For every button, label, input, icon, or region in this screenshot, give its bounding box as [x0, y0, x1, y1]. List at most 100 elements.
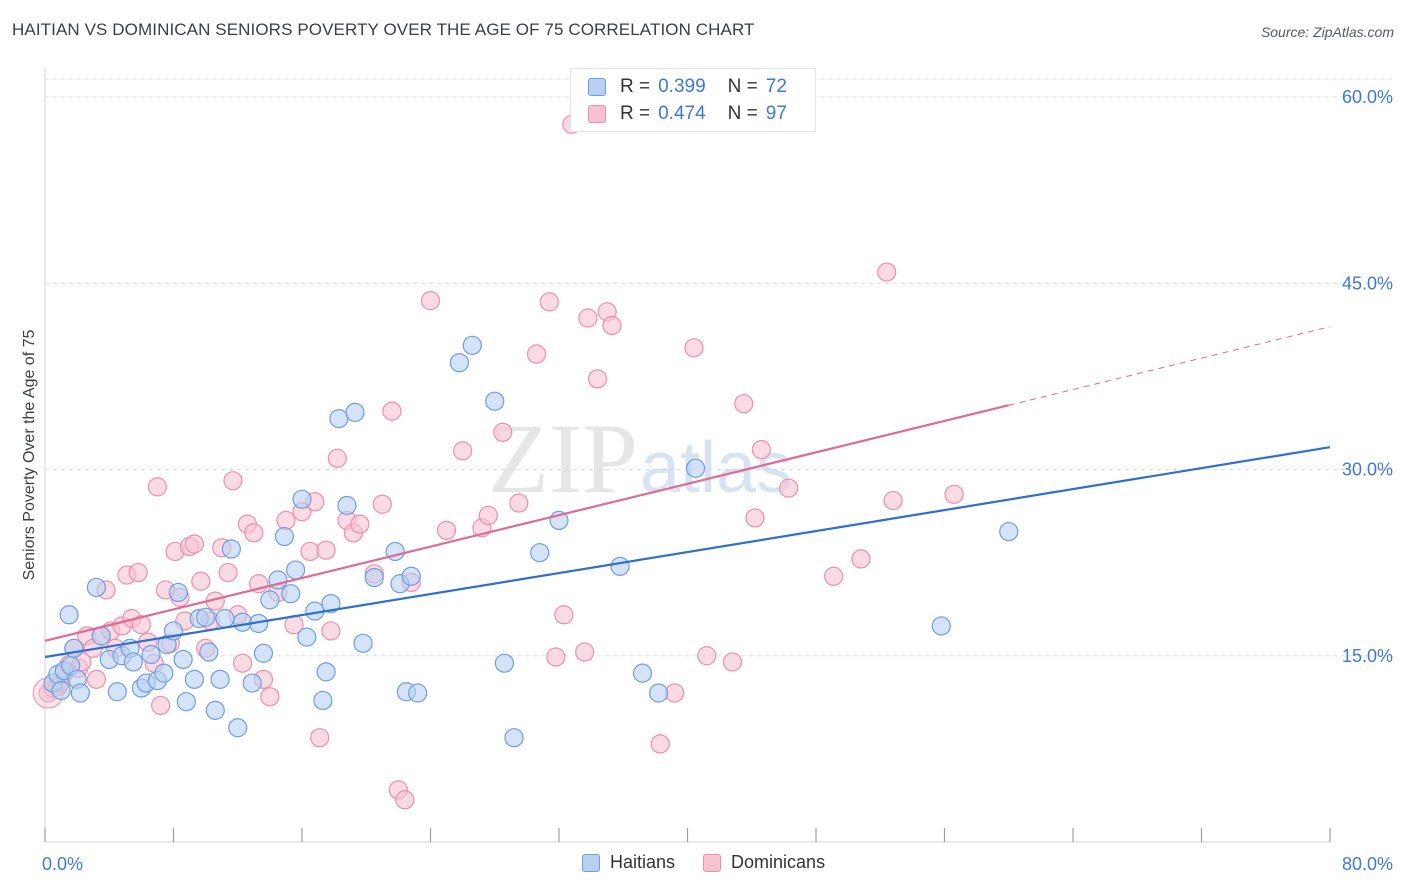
haitian-point: [141, 644, 161, 665]
dominican-point: [587, 369, 608, 389]
haitians-trend-line: [44, 446, 1331, 659]
dominican-point: [232, 653, 253, 673]
dominicans-trend-line-projection: [1008, 326, 1331, 406]
haitian-point: [70, 683, 90, 703]
dominican-point: [244, 523, 264, 543]
haitian-point: [685, 458, 706, 478]
dominican-point: [382, 401, 402, 421]
dominican-point: [478, 505, 498, 526]
haitian-point: [329, 408, 349, 429]
haitian-point: [232, 612, 253, 632]
haitians-r-value: 0.399: [658, 76, 706, 97]
dominican-point: [883, 490, 903, 511]
dominican-point: [128, 562, 148, 583]
haitian-point: [931, 616, 951, 636]
legend-item-haitians[interactable]: Haitians: [582, 852, 675, 873]
dominican-point: [276, 510, 296, 531]
haitian-point: [494, 653, 514, 673]
r-label: R =: [620, 76, 651, 97]
haitian-point: [176, 692, 196, 712]
haitian-point: [504, 728, 524, 748]
haitian-point: [260, 590, 280, 610]
dominican-point: [321, 621, 341, 641]
watermark-zip: ZIP: [488, 403, 638, 514]
dominican-point: [147, 477, 168, 497]
x-tick-label: 80.0%: [1342, 854, 1393, 874]
r-label: R =: [620, 103, 651, 124]
haitian-point: [154, 663, 174, 683]
haitians-legend-label: Haitians: [610, 852, 676, 872]
dominicans-swatch: [588, 105, 606, 123]
haitian-point: [51, 680, 71, 701]
haitian-point: [297, 627, 317, 647]
legend-item-dominicans[interactable]: Dominicans: [703, 852, 825, 873]
haitian-point: [353, 633, 373, 653]
chart-title: HAITIAN VS DOMINICAN SENIORS POVERTY OVE…: [12, 20, 755, 39]
dominican-point: [218, 562, 238, 583]
haitian-point: [632, 663, 653, 683]
dominican-point: [310, 728, 330, 748]
haitian-point: [337, 495, 357, 516]
y-tick-label: 45.0%: [1342, 273, 1393, 293]
haitian-point: [274, 526, 294, 547]
dominican-point: [151, 695, 171, 716]
dominican-point: [539, 292, 559, 312]
haitians-points: [43, 335, 1019, 748]
haitian-point: [610, 556, 630, 576]
haitian-point: [345, 402, 365, 422]
n-label: N =: [727, 103, 758, 124]
dominican-point: [493, 422, 513, 442]
haitian-point: [215, 608, 235, 629]
legend-row-haitians: R = 0.399 N = 72: [571, 74, 787, 100]
haitian-point: [59, 605, 79, 625]
n-label: N =: [727, 76, 758, 97]
dominicans-legend-label: Dominicans: [731, 852, 826, 872]
dominican-point: [395, 790, 415, 810]
haitian-point: [86, 577, 107, 598]
haitian-point: [530, 543, 550, 563]
haitian-point: [168, 582, 188, 603]
axes: [44, 68, 1331, 843]
dominican-point: [420, 291, 441, 311]
haitian-point: [64, 638, 84, 658]
haitian-point: [242, 673, 262, 693]
dominican-point: [86, 669, 107, 689]
haitian-point: [401, 566, 421, 586]
dominican-point: [191, 571, 211, 591]
dominican-point: [526, 344, 547, 364]
dominican-point: [734, 394, 754, 414]
dominican-point: [327, 448, 347, 468]
haitian-point: [281, 584, 301, 604]
haitian-point: [184, 669, 204, 689]
trend-lines: [44, 326, 1331, 659]
dominican-point: [722, 652, 743, 672]
haitians-swatch: [588, 78, 606, 96]
dominican-point: [546, 647, 566, 667]
dominican-point: [665, 683, 685, 703]
series-legend: Haitians Dominicans: [582, 852, 825, 873]
gridlines: [45, 78, 1392, 657]
dominican-point: [877, 262, 897, 282]
dominican-point: [350, 514, 370, 534]
dominican-point: [554, 605, 574, 625]
dominican-point: [316, 540, 336, 560]
dominican-point: [751, 440, 771, 460]
dominican-point: [824, 566, 844, 586]
haitian-point: [199, 642, 219, 662]
dominican-point: [300, 541, 320, 562]
dominican-point: [260, 687, 280, 707]
dominicans-points: [32, 114, 964, 810]
watermark-atlas: atlas: [640, 428, 792, 508]
dominican-point: [697, 646, 717, 666]
dominicans-n-value: 97: [765, 103, 787, 124]
dominican-point: [223, 471, 243, 491]
haitian-point: [364, 567, 384, 588]
haitian-point: [210, 669, 230, 689]
haitians-n-value: 72: [765, 76, 787, 97]
haitian-point: [313, 690, 333, 711]
haitian-point: [449, 353, 470, 373]
haitian-point: [462, 335, 482, 355]
correlation-legend: R = 0.399 N = 72 R = 0.474 N = 97: [570, 68, 816, 132]
haitian-point: [173, 649, 193, 670]
